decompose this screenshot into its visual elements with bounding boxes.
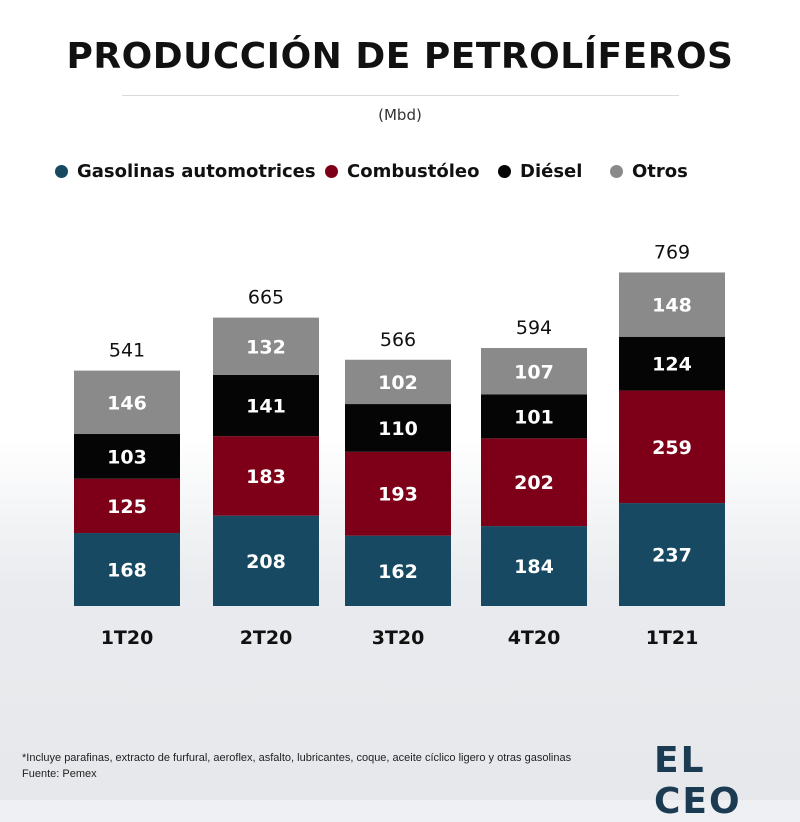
bar-segment [213, 317, 319, 375]
legend-item-diesel: Diésel [498, 158, 582, 184]
segment-value-label: 193 [378, 484, 418, 506]
bar-segment [619, 503, 725, 606]
legend-item-otros: Otros [610, 158, 688, 184]
category-label: 1T21 [646, 627, 699, 649]
segment-value-label: 259 [652, 437, 692, 459]
legend-label: Gasolinas automotrices [77, 160, 316, 182]
legend-dot-icon [498, 164, 511, 178]
bar-segment [619, 336, 725, 391]
bar-segment [481, 526, 587, 606]
category-label: 2T20 [240, 627, 293, 649]
segment-value-label: 237 [652, 545, 692, 567]
legend: Gasolinas automotrices Combustóleo Diése… [55, 158, 755, 184]
legend-item-combustoleo: Combustóleo [325, 158, 479, 184]
bar-segment [481, 348, 587, 395]
bar-total-label: 769 [654, 241, 690, 263]
category-label: 4T20 [508, 627, 561, 649]
category-label: 3T20 [372, 627, 425, 649]
segment-value-label: 101 [514, 406, 554, 428]
bar-total-label: 594 [516, 317, 552, 339]
bar-total-label: 665 [248, 287, 284, 309]
unit-label: (Mbd) [378, 106, 422, 124]
title-divider [122, 95, 679, 96]
bar-segment [74, 434, 180, 479]
segment-value-label: 183 [246, 466, 286, 488]
segment-value-label: 125 [107, 496, 147, 518]
bar-segment [619, 390, 725, 504]
segment-value-label: 132 [246, 336, 286, 358]
segment-value-label: 141 [246, 396, 286, 418]
brand-logo: EL CEO [654, 740, 742, 822]
segment-value-label: 103 [107, 446, 147, 468]
segment-value-label: 184 [514, 556, 554, 578]
segment-value-label: 168 [107, 560, 147, 582]
bar-segment [74, 370, 180, 435]
legend-label: Otros [632, 160, 688, 182]
bar-segment [213, 374, 319, 437]
bar-segment [74, 533, 180, 606]
legend-label: Combustóleo [347, 160, 480, 182]
segment-value-label: 110 [378, 418, 418, 440]
legend-dot-icon [325, 164, 338, 178]
segment-value-label: 146 [107, 392, 147, 414]
segment-value-label: 148 [652, 295, 692, 317]
chart-title: PRODUCCIÓN DE PETROLÍFEROS [66, 36, 734, 77]
bar-segment [481, 438, 587, 527]
bar-segment [619, 272, 725, 337]
bar-total-label: 566 [380, 329, 416, 351]
legend-dot-icon [55, 164, 68, 178]
legend-label: Diésel [520, 160, 583, 182]
bar-segment [74, 478, 180, 534]
segment-value-label: 202 [514, 472, 554, 494]
footnote-text: *Incluye parafinas, extracto de furfural… [22, 752, 572, 764]
bar-segment [213, 436, 319, 516]
stacked-bar-chart: 168 125 103 146 541 1T20 208 183 141 132 665 2T20 16… [74, 241, 725, 649]
source-text: Fuente: Pemex [22, 768, 97, 780]
bar-segment [345, 404, 451, 452]
segment-value-label: 102 [378, 372, 418, 394]
segment-value-label: 162 [378, 561, 418, 583]
bar-segment [213, 515, 319, 606]
footnote: *Incluye parafinas, extracto de furfural… [22, 750, 571, 782]
bar-segment [345, 451, 451, 536]
bar-segment [345, 359, 451, 405]
legend-item-gasolinas: Gasolinas automotrices [55, 158, 316, 184]
bar-segment [345, 535, 451, 606]
segment-value-label: 107 [514, 361, 554, 383]
bar-total-label: 541 [109, 340, 145, 362]
category-label: 1T20 [101, 627, 154, 649]
segment-value-label: 124 [652, 354, 692, 376]
segment-value-label: 208 [246, 551, 286, 573]
legend-dot-icon [610, 164, 623, 178]
bar-segment [481, 394, 587, 439]
